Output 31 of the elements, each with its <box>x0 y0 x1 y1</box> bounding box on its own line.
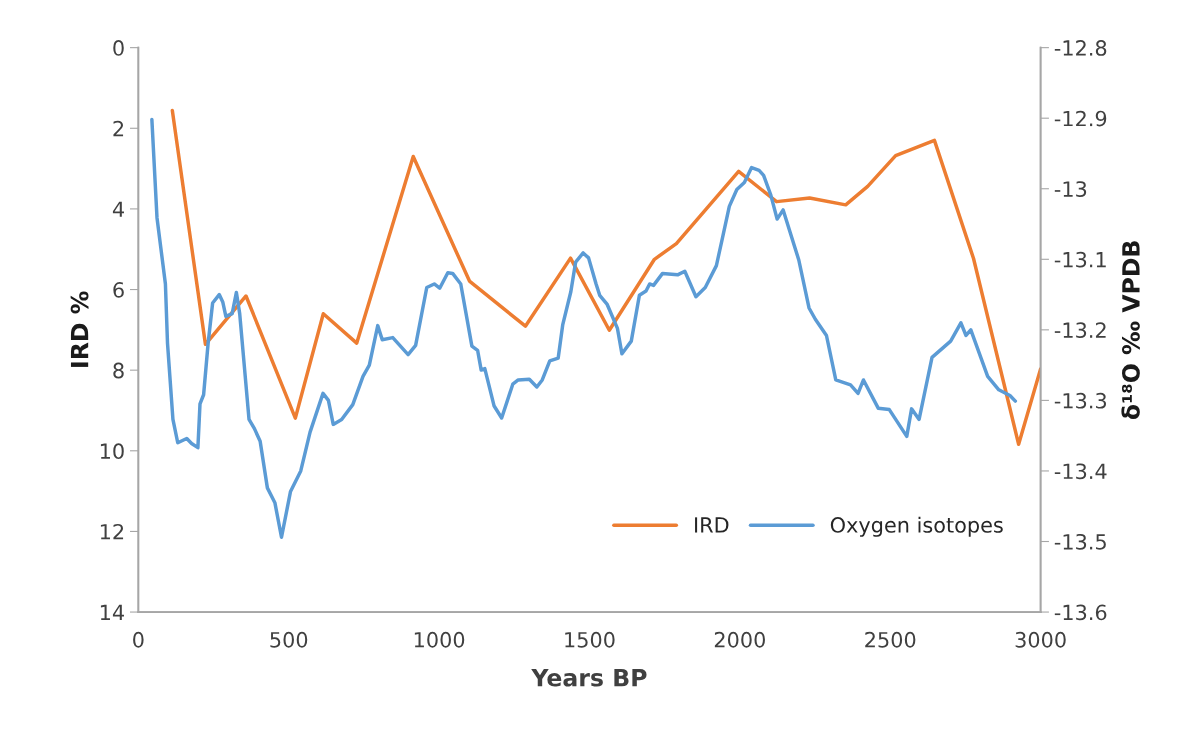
x-tick-label: 1500 <box>565 631 615 648</box>
x-tick-label: 500 <box>270 631 308 648</box>
legend-label: IRD <box>695 517 729 533</box>
y-tick-label: 4 <box>112 201 124 217</box>
x-tick-label: 1000 <box>414 631 465 648</box>
x-tick-label: 2500 <box>865 631 916 648</box>
y2-tick-label: -13.2 <box>1054 322 1106 339</box>
y2-tick-label: -12.8 <box>1054 40 1107 56</box>
y-tick-label: 10 <box>100 443 124 460</box>
y-tick-label: 12 <box>100 523 124 540</box>
x-axis-title: Years BP <box>531 669 647 687</box>
y2-tick-label: -13.6 <box>1054 604 1107 621</box>
y-tick-label: 8 <box>113 362 124 379</box>
x-tick-label: 2000 <box>714 631 765 648</box>
line-series <box>150 117 1018 540</box>
y2-tick-label: -13.1 <box>1054 251 1106 268</box>
line-series <box>170 108 1041 447</box>
y-tick-label: 2 <box>113 120 124 137</box>
y2-axis-title: δ¹⁸O ‰ VPDB <box>1121 241 1140 420</box>
legend-label: Oxygen isotopes <box>830 516 1003 537</box>
y2-tick-label: -13 <box>1054 181 1087 197</box>
y-tick-label: 14 <box>100 604 124 620</box>
x-tick-label: 3000 <box>1015 631 1066 648</box>
x-tick-label: 0 <box>133 631 144 648</box>
y2-tick-label: -13.5 <box>1054 533 1106 550</box>
y-tick-label: 6 <box>113 281 124 298</box>
y2-tick-label: -13.3 <box>1054 392 1107 409</box>
y-tick-label: 0 <box>113 40 124 56</box>
y-axis-title: IRD % <box>70 291 89 367</box>
y2-tick-label: -12.9 <box>1054 110 1107 127</box>
y2-tick-label: -13.4 <box>1054 463 1107 480</box>
